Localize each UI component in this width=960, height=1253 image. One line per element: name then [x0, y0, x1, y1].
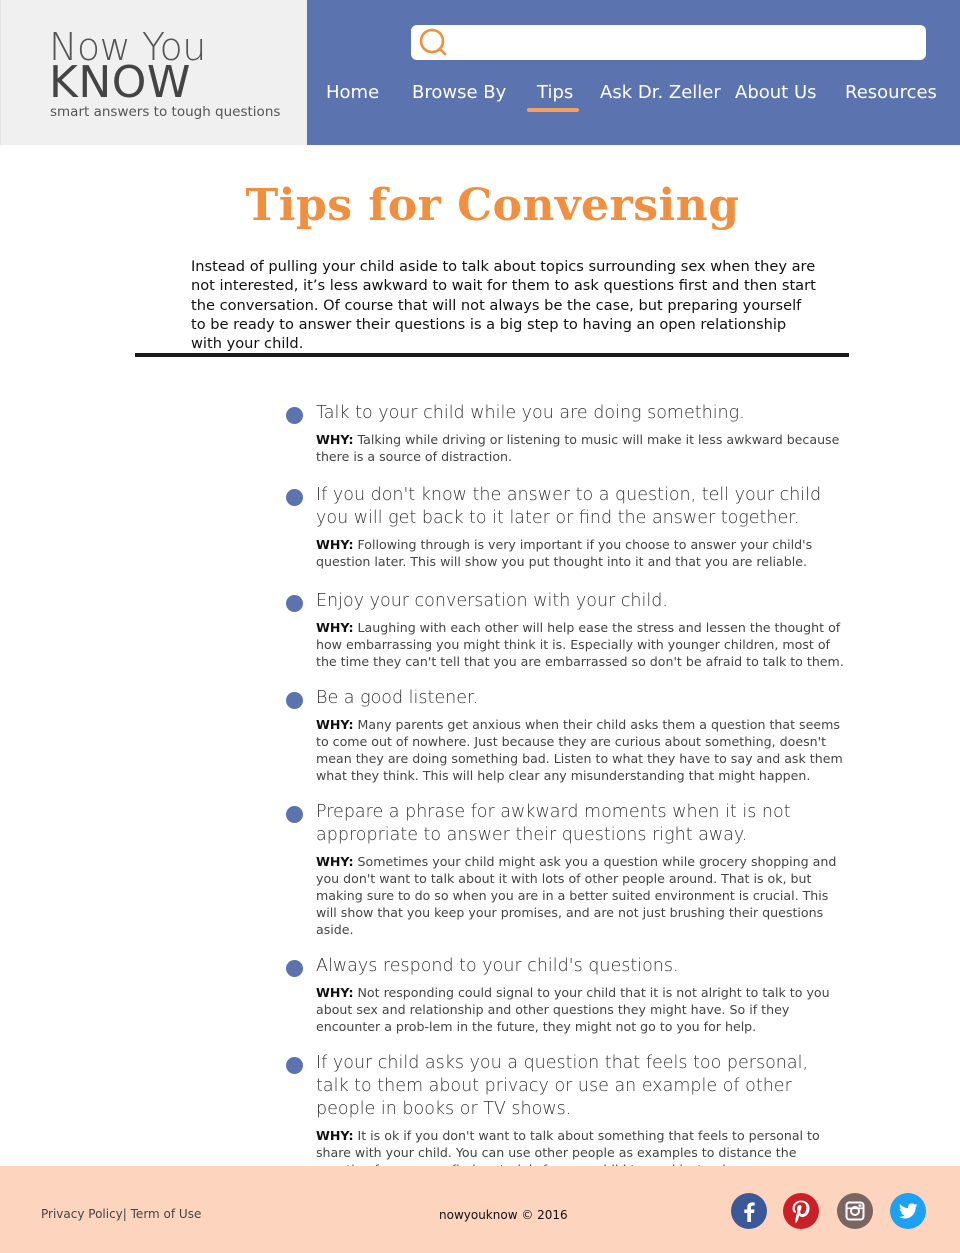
why-label: WHY:: [316, 717, 354, 732]
why-label: WHY:: [316, 854, 354, 869]
why-label: WHY:: [316, 620, 354, 635]
intro-paragraph: Instead of pulling your child aside to t…: [191, 258, 816, 353]
tip-item: Prepare a phrase for awkward moments whe…: [286, 801, 846, 938]
tip-title: Enjoy your conversation with your child.: [316, 591, 668, 611]
tip-title: Always respond to your child's questions…: [316, 956, 679, 976]
bullet-icon: [286, 806, 303, 823]
tip-why: WHY: Sometimes your child might ask you …: [316, 853, 846, 938]
active-nav-indicator: [527, 108, 579, 112]
nav-browse-by[interactable]: Browse By: [412, 82, 507, 103]
nav-tips[interactable]: Tips: [537, 82, 574, 103]
bullet-icon: [286, 1057, 303, 1074]
logo-line-1: Now You: [49, 25, 206, 69]
pinterest-icon[interactable]: [783, 1193, 819, 1229]
tip-why-text: Laughing with each other will help ease …: [316, 620, 844, 669]
why-label: WHY:: [316, 1128, 354, 1143]
bullet-icon: [286, 489, 303, 506]
tip-why: WHY: Many parents get anxious when their…: [316, 716, 846, 784]
logo-tagline: smart answers to tough questions: [50, 104, 281, 120]
tip-why: WHY: It is ok if you don't want to talk …: [316, 1127, 846, 1178]
tip-why: WHY: Laughing with each other will help …: [316, 619, 846, 670]
twitter-icon[interactable]: [890, 1193, 926, 1229]
logo-line-2: KNOW: [49, 57, 191, 108]
bullet-icon: [286, 407, 303, 424]
search-input[interactable]: [411, 25, 926, 60]
tip-item: Talk to your child while you are doing s…: [286, 402, 846, 465]
nav-bar: Home Browse By Tips Ask Dr. Zeller About…: [307, 0, 960, 145]
bullet-icon: [286, 595, 303, 612]
tip-why-text: Not responding could signal to your chil…: [316, 985, 830, 1034]
tip-item: If you don't know the answer to a questi…: [286, 484, 846, 570]
instagram-icon[interactable]: [837, 1193, 873, 1229]
tip-why-text: Sometimes your child might ask you a que…: [316, 854, 837, 937]
tip-why: WHY: Talking while driving or listening …: [316, 431, 846, 465]
tip-item: Always respond to your child's questions…: [286, 955, 846, 1035]
bullet-icon: [286, 960, 303, 977]
nav-home[interactable]: Home: [326, 82, 380, 103]
tip-why-text: Following through is very important if y…: [316, 537, 813, 569]
tip-title: Prepare a phrase for awkward moments whe…: [316, 802, 791, 845]
nav-about-us[interactable]: About Us: [735, 82, 817, 103]
tip-item: Enjoy your conversation with your child.…: [286, 590, 846, 670]
tip-why-text: Many parents get anxious when their chil…: [316, 717, 843, 783]
tip-title: Be a good listener.: [316, 688, 479, 708]
divider: [135, 353, 849, 357]
why-label: WHY:: [316, 537, 354, 552]
site-footer: Privacy Policy| Term of Use nowyouknow ©…: [0, 1166, 960, 1253]
site-header: Now You KNOW smart answers to tough ques…: [0, 0, 960, 145]
why-label: WHY:: [316, 432, 354, 447]
page-title: Tips for Conversing: [245, 180, 740, 231]
tip-title: If you don't know the answer to a questi…: [316, 485, 822, 528]
why-label: WHY:: [316, 985, 354, 1000]
copyright: nowyouknow © 2016: [439, 1208, 568, 1222]
search-icon[interactable]: [419, 28, 447, 56]
tip-why: WHY: Not responding could signal to your…: [316, 984, 846, 1035]
tip-item: If your child asks you a question that f…: [286, 1052, 846, 1178]
tip-title: If your child asks you a question that f…: [316, 1053, 809, 1119]
nav-ask-dr-zeller[interactable]: Ask Dr. Zeller: [600, 82, 721, 103]
tips-list: Talk to your child while you are doing s…: [286, 402, 846, 1178]
footer-links: Privacy Policy| Term of Use: [41, 1207, 201, 1221]
privacy-policy-link[interactable]: Privacy Policy: [41, 1207, 123, 1221]
footer-separator: |: [122, 1207, 127, 1221]
tip-title: Talk to your child while you are doing s…: [316, 403, 745, 423]
tip-why-text: Talking while driving or listening to mu…: [316, 432, 840, 464]
nav-resources[interactable]: Resources: [845, 82, 937, 103]
tip-why: WHY: Following through is very important…: [316, 536, 846, 570]
bullet-icon: [286, 692, 303, 709]
facebook-icon[interactable]: [731, 1193, 767, 1229]
terms-of-use-link[interactable]: Term of Use: [126, 1207, 202, 1221]
tip-item: Be a good listener. WHY: Many parents ge…: [286, 687, 846, 784]
logo[interactable]: Now You KNOW smart answers to tough ques…: [0, 0, 307, 145]
